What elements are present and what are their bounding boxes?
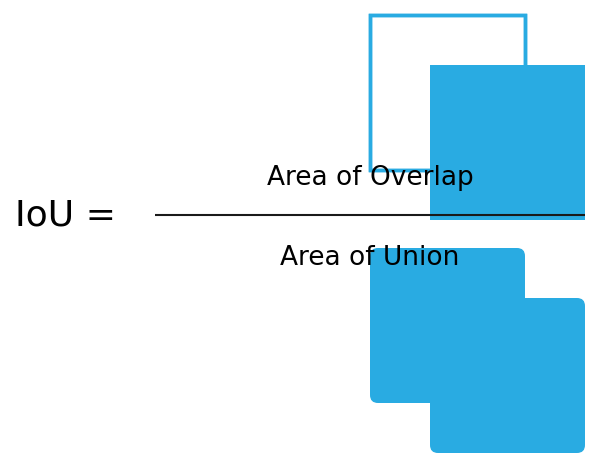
Text: Area of Union: Area of Union [280,245,460,271]
Bar [370,15,525,170]
FancyBboxPatch shape [370,248,525,403]
Text: IoU =: IoU = [15,198,128,232]
Bar [370,15,525,170]
Text: Area of Overlap: Area of Overlap [266,165,473,191]
FancyBboxPatch shape [430,298,585,453]
Bar [430,65,585,220]
